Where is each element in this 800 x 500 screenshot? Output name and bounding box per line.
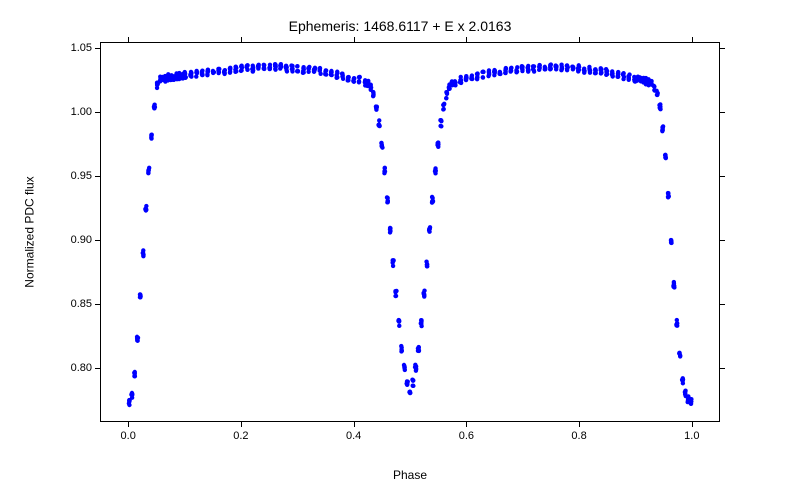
y-tick-mark bbox=[720, 304, 725, 305]
x-tick-mark bbox=[241, 37, 242, 42]
y-tick-mark bbox=[720, 368, 725, 369]
x-tick-mark bbox=[128, 422, 129, 427]
y-tick-mark bbox=[720, 48, 725, 49]
x-tick-label: 1.0 bbox=[684, 430, 699, 442]
x-tick-mark bbox=[579, 422, 580, 427]
y-tick-mark bbox=[720, 112, 725, 113]
x-tick-label: 0.2 bbox=[233, 430, 248, 442]
chart-title: Ephemeris: 1468.6117 + E x 2.0163 bbox=[0, 18, 800, 34]
x-tick-label: 0.0 bbox=[121, 430, 136, 442]
y-axis-label: Normalized PDC flux bbox=[20, 42, 40, 422]
x-tick-label: 0.8 bbox=[571, 430, 586, 442]
x-tick-mark bbox=[128, 37, 129, 42]
y-tick-label: 1.05 bbox=[60, 42, 92, 54]
y-tick-label: 1.00 bbox=[60, 106, 92, 118]
x-tick-label: 0.6 bbox=[459, 430, 474, 442]
light-curve-figure: Ephemeris: 1468.6117 + E x 2.0163 0.0 0.2… bbox=[0, 0, 800, 500]
y-tick-label: 0.90 bbox=[60, 234, 92, 246]
x-tick-mark bbox=[692, 422, 693, 427]
y-tick-mark bbox=[95, 48, 100, 49]
x-tick-mark bbox=[692, 37, 693, 42]
x-tick-mark bbox=[354, 37, 355, 42]
y-tick-label: 0.80 bbox=[60, 362, 92, 374]
y-tick-mark bbox=[95, 176, 100, 177]
scatter-layer bbox=[101, 43, 719, 421]
plot-area bbox=[100, 42, 720, 422]
x-tick-mark bbox=[354, 422, 355, 427]
y-tick-mark bbox=[95, 304, 100, 305]
x-tick-mark bbox=[579, 37, 580, 42]
x-tick-mark bbox=[466, 37, 467, 42]
x-tick-label: 0.4 bbox=[346, 430, 361, 442]
x-axis-label: Phase bbox=[100, 468, 720, 482]
y-tick-mark bbox=[95, 240, 100, 241]
y-tick-mark bbox=[720, 240, 725, 241]
y-tick-mark bbox=[95, 112, 100, 113]
y-tick-label: 0.95 bbox=[60, 170, 92, 182]
x-tick-mark bbox=[466, 422, 467, 427]
y-tick-label: 0.85 bbox=[60, 298, 92, 310]
y-tick-mark bbox=[720, 176, 725, 177]
x-tick-mark bbox=[241, 422, 242, 427]
y-tick-mark bbox=[95, 368, 100, 369]
